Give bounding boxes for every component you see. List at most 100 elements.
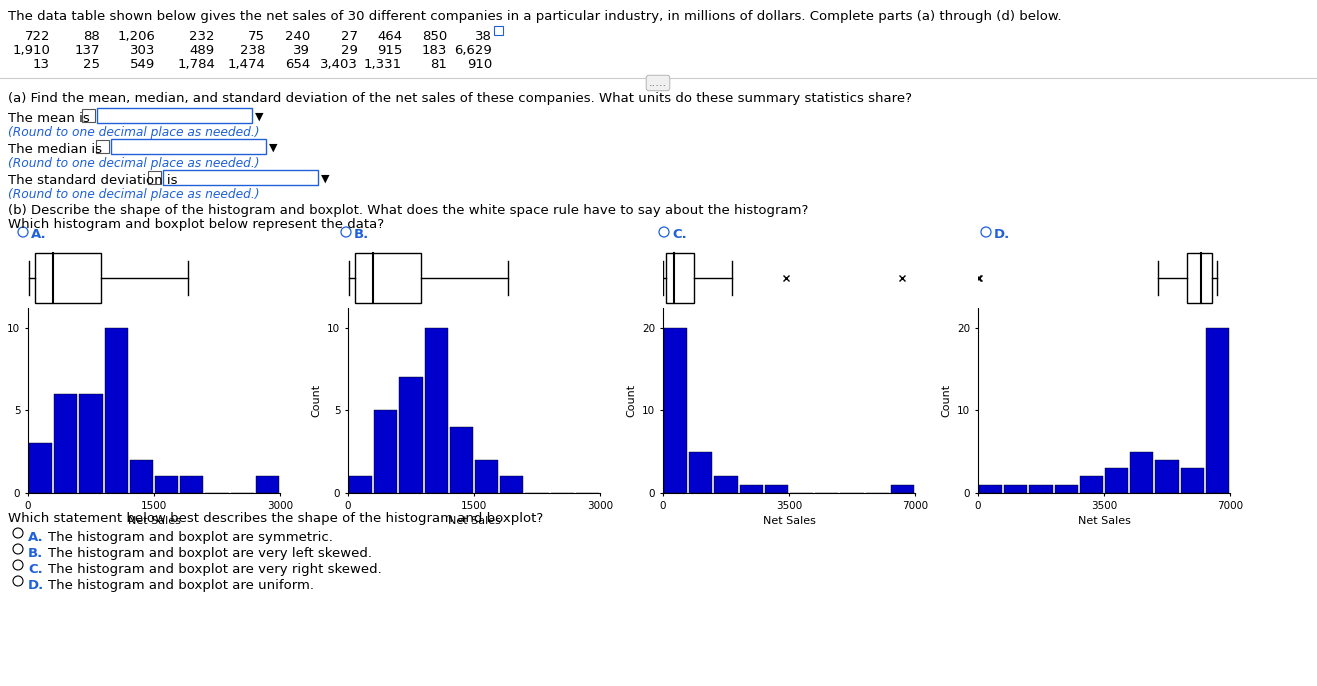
Bar: [163, 170, 317, 185]
Text: ▼: ▼: [269, 143, 278, 153]
Text: The histogram and boxplot are symmetric.: The histogram and boxplot are symmetric.: [47, 531, 333, 544]
Bar: [1004, 485, 1027, 493]
Text: ▼: ▼: [321, 174, 329, 184]
Bar: [354, 253, 421, 303]
Text: (Round to one decimal place as needed.): (Round to one decimal place as needed.): [8, 126, 259, 139]
Text: 6,629: 6,629: [454, 44, 493, 57]
Text: The mean is: The mean is: [8, 112, 90, 125]
Text: Which statement below best describes the shape of the histogram and boxplot?: Which statement below best describes the…: [8, 512, 543, 525]
Text: The histogram and boxplot are very left skewed.: The histogram and boxplot are very left …: [47, 547, 371, 560]
Text: (a) Find the mean, median, and standard deviation of the net sales of these comp: (a) Find the mean, median, and standard …: [8, 92, 911, 105]
Text: 240: 240: [284, 30, 309, 43]
Bar: [79, 394, 103, 493]
Bar: [1105, 469, 1129, 493]
Bar: [399, 377, 423, 493]
Text: 1,474: 1,474: [227, 58, 265, 71]
Text: 29: 29: [341, 44, 358, 57]
X-axis label: Net Sales: Net Sales: [763, 516, 815, 526]
Bar: [1030, 485, 1052, 493]
Text: 1,331: 1,331: [363, 58, 402, 71]
Bar: [666, 253, 694, 303]
Text: 1,784: 1,784: [176, 58, 215, 71]
Text: 232: 232: [190, 30, 215, 43]
Bar: [148, 171, 161, 184]
Text: 464: 464: [377, 30, 402, 43]
Bar: [130, 460, 153, 493]
Text: 1,206: 1,206: [117, 30, 155, 43]
Bar: [1155, 460, 1179, 493]
Text: 915: 915: [377, 44, 402, 57]
Text: (Round to one decimal place as needed.): (Round to one decimal place as needed.): [8, 157, 259, 170]
Text: B.: B.: [354, 228, 369, 241]
Text: 303: 303: [129, 44, 155, 57]
X-axis label: Net Sales: Net Sales: [1077, 516, 1130, 526]
Text: 183: 183: [421, 44, 446, 57]
Text: 3,403: 3,403: [320, 58, 358, 71]
Text: 13: 13: [33, 58, 50, 71]
Bar: [424, 328, 448, 493]
Text: Which histogram and boxplot below represent the data?: Which histogram and boxplot below repres…: [8, 218, 385, 231]
Bar: [890, 485, 914, 493]
Bar: [450, 427, 473, 493]
Bar: [82, 109, 95, 122]
Bar: [97, 108, 252, 123]
Text: 910: 910: [466, 58, 493, 71]
Bar: [689, 451, 712, 493]
Y-axis label: Count: Count: [942, 384, 952, 417]
Bar: [1080, 477, 1104, 493]
Bar: [54, 394, 78, 493]
Bar: [255, 477, 279, 493]
Text: 654: 654: [284, 58, 309, 71]
Bar: [1055, 485, 1077, 493]
Text: 1,910: 1,910: [12, 44, 50, 57]
Y-axis label: Count: Count: [627, 384, 636, 417]
Bar: [374, 410, 398, 493]
Bar: [765, 485, 788, 493]
Text: A.: A.: [32, 228, 46, 241]
Bar: [180, 477, 203, 493]
Bar: [500, 477, 523, 493]
Text: (b) Describe the shape of the histogram and boxplot. What does the white space r: (b) Describe the shape of the histogram …: [8, 204, 809, 217]
Text: 722: 722: [25, 30, 50, 43]
Text: C.: C.: [28, 563, 42, 576]
Text: (Round to one decimal place as needed.): (Round to one decimal place as needed.): [8, 188, 259, 201]
Text: 38: 38: [475, 30, 493, 43]
Text: .....: .....: [649, 78, 668, 88]
Bar: [155, 477, 178, 493]
Bar: [664, 328, 687, 493]
Text: 27: 27: [341, 30, 358, 43]
Bar: [714, 477, 738, 493]
Text: A.: A.: [28, 531, 43, 544]
Text: 25: 25: [83, 58, 100, 71]
Text: B.: B.: [28, 547, 43, 560]
Text: The median is: The median is: [8, 143, 101, 156]
Text: The data table shown below gives the net sales of 30 different companies in a pa: The data table shown below gives the net…: [8, 10, 1062, 23]
Text: 137: 137: [75, 44, 100, 57]
Text: 549: 549: [130, 58, 155, 71]
Text: The histogram and boxplot are uniform.: The histogram and boxplot are uniform.: [47, 579, 313, 592]
X-axis label: Net Sales: Net Sales: [128, 516, 180, 526]
Bar: [111, 139, 266, 154]
Text: The histogram and boxplot are very right skewed.: The histogram and boxplot are very right…: [47, 563, 382, 576]
Text: 39: 39: [294, 44, 309, 57]
Text: 850: 850: [421, 30, 446, 43]
Bar: [1130, 451, 1154, 493]
Bar: [494, 26, 503, 35]
Text: ▼: ▼: [255, 112, 263, 122]
Bar: [1187, 253, 1212, 303]
Bar: [96, 140, 109, 153]
Y-axis label: Count: Count: [312, 384, 321, 417]
Bar: [29, 443, 53, 493]
Text: 75: 75: [248, 30, 265, 43]
Bar: [104, 328, 128, 493]
Text: The standard deviation is: The standard deviation is: [8, 174, 178, 187]
Text: 238: 238: [240, 44, 265, 57]
Bar: [475, 460, 498, 493]
Y-axis label: Count: Count: [0, 384, 1, 417]
Bar: [979, 485, 1002, 493]
Text: D.: D.: [28, 579, 45, 592]
Bar: [1206, 328, 1229, 493]
Text: 88: 88: [83, 30, 100, 43]
Bar: [1180, 469, 1204, 493]
X-axis label: Net Sales: Net Sales: [448, 516, 500, 526]
